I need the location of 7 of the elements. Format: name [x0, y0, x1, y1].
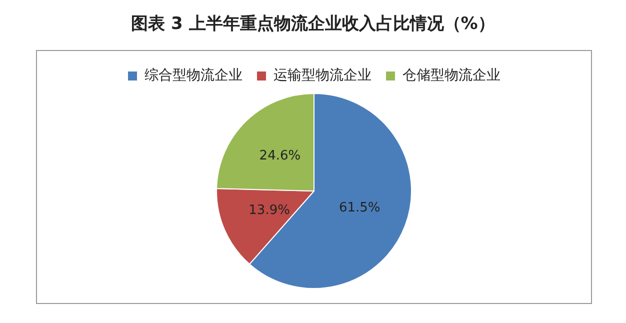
- chart-title: 图表 3 上半年重点物流企业收入占比情况（%）: [130, 13, 496, 35]
- data-label: 24.6%: [259, 148, 301, 164]
- data-label: 13.9%: [248, 202, 290, 218]
- data-label: 61.5%: [338, 200, 380, 216]
- legend-label: 综合型物流企业: [144, 68, 242, 84]
- legend-label: 运输型物流企业: [274, 68, 372, 84]
- legend-label: 仓储型物流企业: [402, 68, 500, 84]
